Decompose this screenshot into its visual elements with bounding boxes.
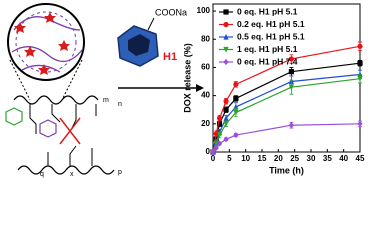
x-tick-label: 35 bbox=[323, 154, 332, 163]
y-tick-label: 80 bbox=[201, 34, 210, 43]
chart: 0 20 40 60 80 100 0 5 10 15 20 25 30 35 40 45 Time (h) DO… bbox=[182, 3, 365, 175]
subscript: q bbox=[40, 171, 44, 178]
marker bbox=[357, 76, 363, 82]
subscript: p bbox=[118, 169, 122, 176]
x-tick-label: 20 bbox=[274, 154, 283, 163]
marker bbox=[288, 122, 294, 129]
legend-marker bbox=[223, 9, 229, 15]
x-tick-label: 40 bbox=[339, 154, 348, 163]
marker bbox=[233, 95, 239, 102]
y-tick-label: 20 bbox=[201, 119, 210, 128]
crosslink bbox=[59, 117, 81, 145]
backbone bbox=[13, 95, 115, 175]
bond bbox=[147, 17, 155, 31]
marker bbox=[216, 121, 223, 127]
legend-marker bbox=[223, 58, 229, 66]
marker bbox=[233, 131, 239, 139]
y-tick-label: 100 bbox=[197, 6, 211, 15]
pyridinium bbox=[5, 107, 23, 126]
host-label: H1 bbox=[163, 51, 177, 63]
marker bbox=[357, 43, 363, 49]
host-molecule: COONa H1 bbox=[117, 7, 204, 92]
figure: m n q x p COONa H1 0 20 40 60 80 100 0 5 10 15 20 2… bbox=[5, 3, 365, 178]
micelle-core bbox=[15, 11, 77, 73]
reagent-label: COONa bbox=[155, 7, 187, 17]
arrow-head bbox=[196, 84, 204, 92]
marker bbox=[288, 69, 294, 75]
legend-marker bbox=[223, 33, 229, 40]
ring bbox=[39, 119, 57, 138]
marker bbox=[233, 81, 239, 87]
marker bbox=[216, 140, 223, 147]
marker bbox=[213, 144, 219, 151]
x-tick-label: 0 bbox=[211, 154, 216, 163]
marker bbox=[223, 121, 229, 127]
x-tick-label: 10 bbox=[241, 154, 250, 163]
legend-label: 0 eq. H1 pH 7.4 bbox=[237, 56, 298, 66]
marker bbox=[216, 115, 223, 121]
x-tick-label: 5 bbox=[227, 154, 232, 163]
legend-label: 0.2 eq. H1 pH 5.1 bbox=[237, 19, 305, 29]
y-axis-label: DOX release (%) bbox=[182, 43, 192, 113]
x-axis-label: Time (h) bbox=[269, 165, 304, 175]
marker bbox=[223, 98, 229, 104]
x-tick-label: 30 bbox=[307, 154, 316, 163]
marker bbox=[233, 109, 239, 116]
x-tick-label: 45 bbox=[356, 154, 365, 163]
micelle-diagram: m n q x p bbox=[5, 3, 122, 178]
x-tick-label: 15 bbox=[258, 154, 267, 163]
marker bbox=[288, 84, 294, 91]
cavity bbox=[128, 34, 150, 56]
legend-marker bbox=[223, 46, 229, 53]
marker bbox=[216, 132, 223, 139]
zoom-lines bbox=[9, 59, 83, 101]
marker bbox=[357, 60, 363, 66]
marker bbox=[288, 56, 294, 62]
y-tick-label: 60 bbox=[201, 63, 210, 72]
series-line bbox=[212, 123, 361, 153]
marker bbox=[223, 107, 229, 113]
y-tick-label: 40 bbox=[201, 91, 210, 100]
subscript: n bbox=[118, 101, 122, 108]
x-tick-label: 25 bbox=[290, 154, 299, 163]
legend-marker bbox=[223, 21, 229, 28]
legend-label: 1 eq. H1 pH 5.1 bbox=[237, 44, 298, 54]
marker bbox=[223, 136, 229, 143]
legend-label: 0.5 eq. H1 pH 5.1 bbox=[237, 31, 305, 41]
subscript: m bbox=[103, 97, 109, 104]
marker bbox=[223, 115, 229, 121]
marker bbox=[210, 148, 216, 156]
subscript: x bbox=[70, 171, 74, 178]
series-line bbox=[212, 78, 361, 153]
legend-label: 0 eq. H1 pH 5.1 bbox=[237, 6, 298, 16]
side-chains bbox=[29, 104, 97, 166]
marker bbox=[357, 120, 363, 127]
y-tick-label: 0 bbox=[206, 147, 211, 156]
